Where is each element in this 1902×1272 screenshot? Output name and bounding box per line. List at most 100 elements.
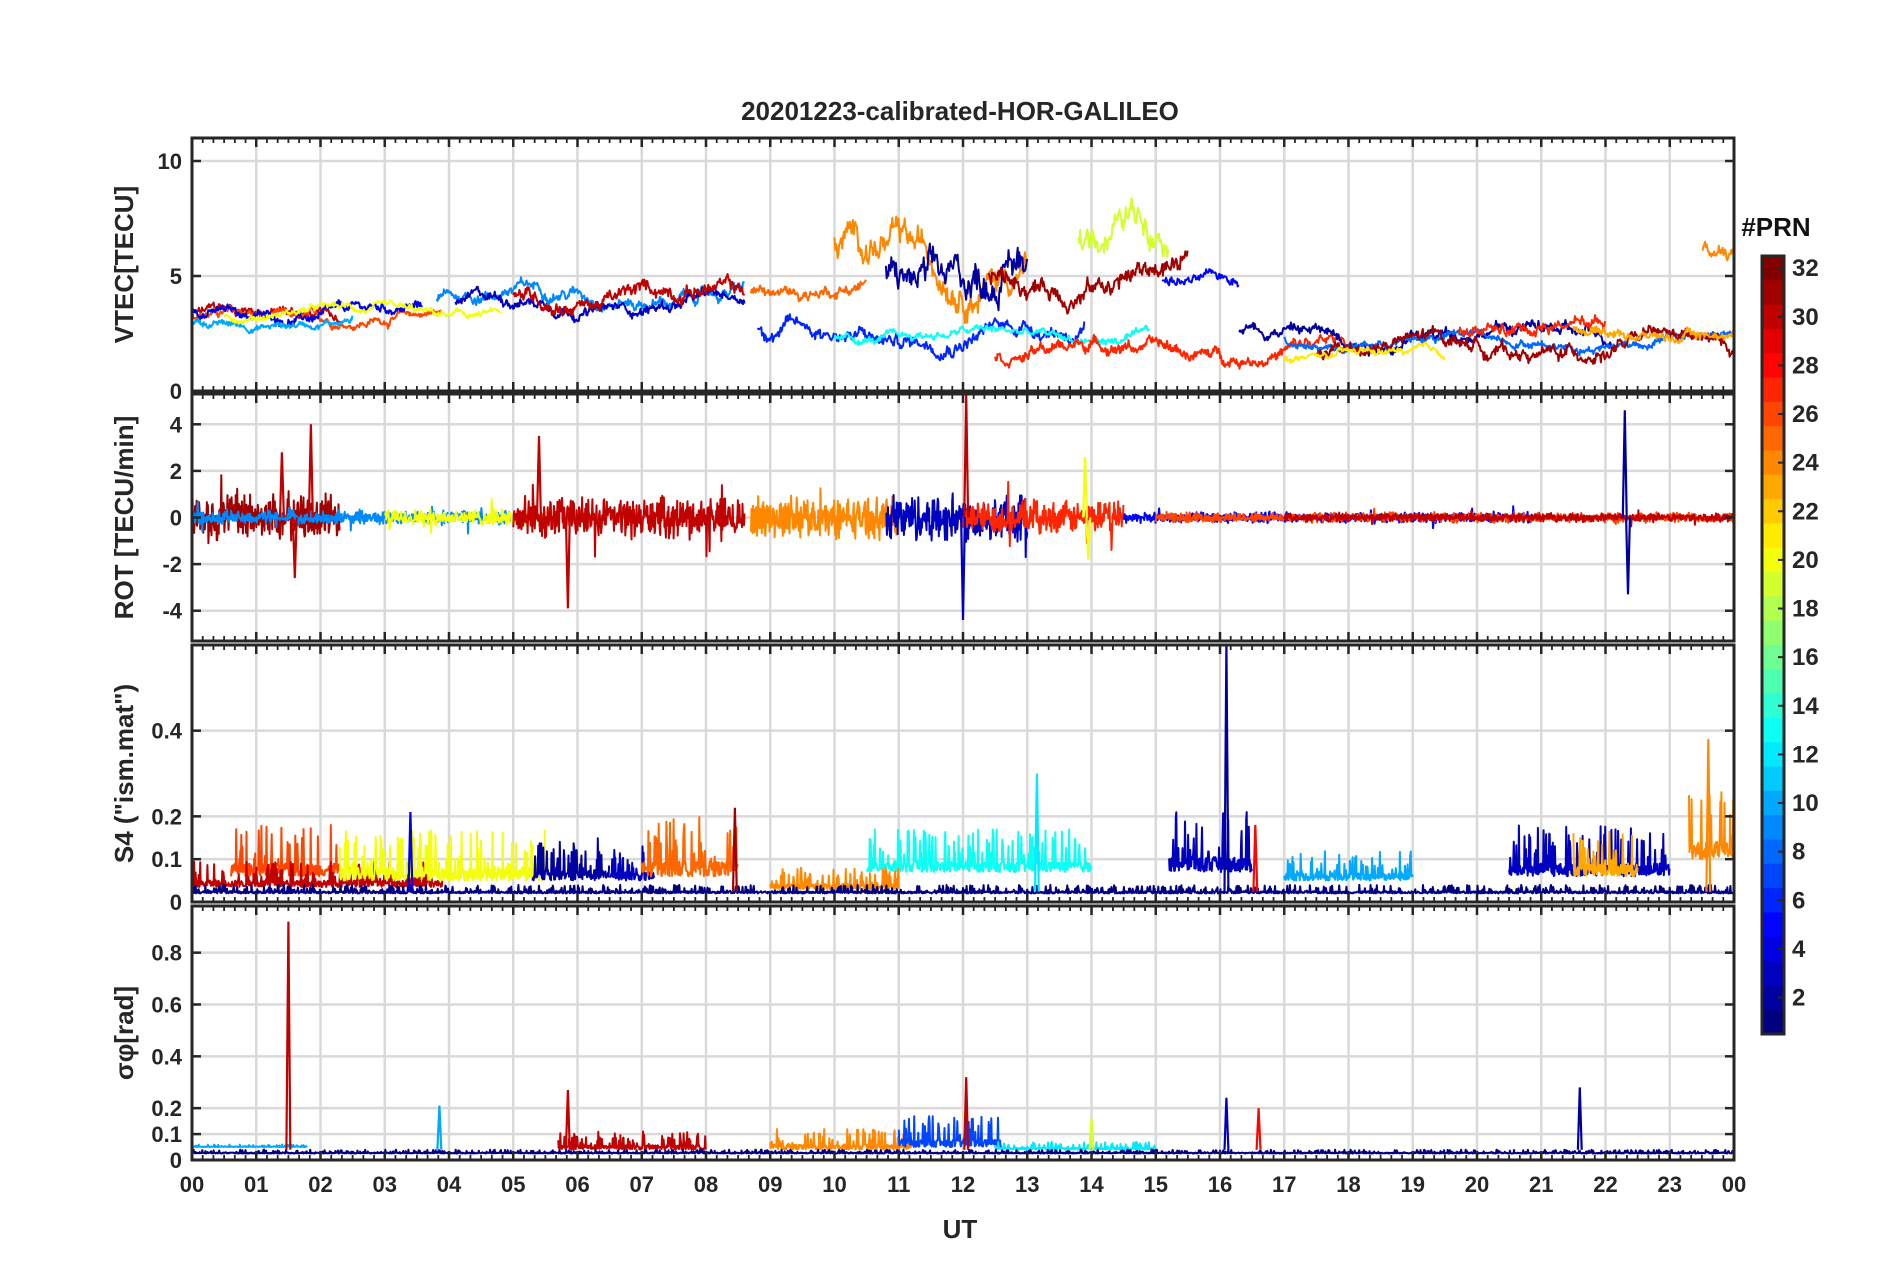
series-vtec [192, 197, 1734, 370]
x-axis-label: UT [943, 1214, 978, 1244]
x-tick-label: 18 [1336, 1172, 1360, 1197]
trace-vtec-prn27-21 [1457, 314, 1606, 338]
x-tick-label: 11 [887, 1172, 910, 1197]
y-tick-label-s4: 0 [170, 890, 182, 915]
ticks-s4 [190, 645, 1736, 904]
colorbar-segment-prn21 [1762, 523, 1784, 549]
y-axis-label-rot: ROT [TECU/min] [109, 416, 139, 620]
trace-vtec-prn2-10 [884, 242, 1028, 312]
colorbar-tick-label: 28 [1792, 352, 1819, 379]
colorbar-tick-label: 2 [1792, 985, 1805, 1012]
y-tick-label-rot: -2 [162, 552, 182, 577]
spike-rot-4 [564, 517, 571, 609]
colorbar-segment-prn27 [1762, 377, 1784, 403]
x-tick-label: 13 [1015, 1172, 1039, 1197]
spike-sigphi-5 [1255, 1108, 1262, 1150]
colorbar-segment-prn12 [1762, 742, 1784, 768]
colorbar-segment-prn7 [1762, 863, 1784, 889]
colorbar-segment-prn18 [1762, 596, 1784, 622]
spike-rot-8 [1085, 517, 1092, 560]
trace-rot-prn31-0 [192, 474, 341, 545]
panel-sigphi: 00.10.2 0.4 0.6 0.8 σφ[rad] 00 01 02 03 04 05 06 07 0… [109, 904, 1746, 1197]
trace-vtec-prn2-17 [1238, 319, 1613, 357]
x-tick-label: 23 [1658, 1172, 1682, 1197]
x-tick-label: 15 [1144, 1172, 1168, 1197]
x-tick-label: 03 [373, 1172, 397, 1197]
y-tick-label-s4: 0.2 [151, 804, 182, 829]
x-tick-label: 00 [1722, 1172, 1746, 1197]
trace-vtec-prn24-23 [1701, 240, 1734, 262]
x-tick-label: 14 [1079, 1172, 1104, 1197]
spike-sigphi-6 [1576, 1087, 1583, 1150]
y-tick-label-vtec: 5 [170, 264, 182, 289]
trace-s4-prn25-5 [640, 816, 739, 878]
colorbar-tick-label: 4 [1792, 936, 1806, 963]
colorbar-segment-prn6 [1762, 888, 1784, 914]
colorbar-segment-prn10 [1762, 790, 1784, 816]
y-tick-label-vtec: 10 [158, 149, 182, 174]
colorbar-segment-prn3 [1762, 961, 1784, 986]
colorbar-segment-prn13 [1762, 717, 1784, 743]
x-tick-label: 00 [180, 1172, 204, 1197]
colorbar-tick-label: 32 [1792, 255, 1819, 282]
panel-s4: 0 0.1 0.2 0.4 S4 ("ism.mat") [109, 643, 1736, 915]
colorbar-segment-prn4 [1762, 936, 1784, 962]
spike-s4-3 [407, 811, 414, 892]
x-tick-label: 05 [501, 1172, 525, 1197]
trace-vtec-prn25-8 [750, 279, 867, 303]
trace-vtec-prn31-13 [987, 250, 1189, 315]
trace-rot-prn3-5 [885, 492, 1029, 559]
ticks-sigphi [190, 906, 1736, 1162]
colorbar-frame [1760, 254, 1786, 1036]
y-tick-label-sigphi: 0.1 [151, 1122, 182, 1147]
x-tick-label: 01 [244, 1172, 268, 1197]
colorbar-segment-prn23 [1762, 474, 1784, 500]
colorbar-segment-prn1 [1762, 1009, 1784, 1035]
x-tick-label: 21 [1529, 1172, 1553, 1197]
trace-rot-prn24-4 [750, 487, 900, 542]
trace-sigphi-prn10-0 [192, 1143, 308, 1148]
y-tick-label-s4: 0.1 [151, 847, 182, 872]
y-tick-label-sigphi: 0.4 [151, 1044, 182, 1069]
y-axis-label-vtec: VTEC[TECU] [109, 186, 139, 343]
spike-rot-6 [960, 517, 966, 621]
panel-vtec: 0 5 10 VTEC[TECU] [109, 136, 1736, 404]
colorbar-tick-label: 8 [1792, 839, 1805, 866]
ticks-vtec [190, 138, 1736, 393]
x-tick-label: 07 [630, 1172, 654, 1197]
colorbar-tick-label: 24 [1792, 450, 1819, 477]
colorbar-segment-prn11 [1762, 766, 1784, 792]
colorbar-segment-prn20 [1762, 547, 1784, 573]
colorbar-segment-prn2 [1762, 985, 1784, 1011]
spike-rot-3 [535, 435, 542, 518]
colorbar-segment-prn19 [1762, 572, 1784, 597]
colorbar-segment-prn31 [1762, 280, 1784, 306]
ticks-rot [190, 394, 1736, 641]
colorbar-tick-label: 6 [1792, 887, 1805, 914]
trace-s4-prn13-6 [865, 828, 1093, 873]
trace-vtec-prn30-7 [512, 273, 746, 317]
colorbar-tick-label: 12 [1792, 741, 1819, 768]
trace-vtec-prn19-14 [1077, 197, 1170, 259]
spike-rot-10 [1625, 517, 1631, 595]
y-tick-label-rot: 2 [170, 459, 182, 484]
colorbar-segment-prn9 [1762, 815, 1784, 841]
grid-sigphi [190, 906, 1736, 1162]
y-tick-label-sigphi: 0.8 [151, 941, 182, 966]
trace-rot-prn30-9 [1283, 509, 1734, 528]
colorbar-segment-prn30 [1762, 304, 1784, 330]
x-tick-label: 16 [1208, 1172, 1232, 1197]
trace-s4-prn3-10 [1508, 824, 1671, 878]
x-tick-label: 12 [951, 1172, 975, 1197]
colorbar-segment-prn25 [1762, 426, 1784, 452]
y-tick-label-s4: 0.4 [151, 719, 182, 744]
grid-vtec [190, 138, 1736, 393]
colorbar-tick-label: 22 [1792, 498, 1819, 525]
y-tick-label-vtec: 0 [170, 379, 182, 404]
colorbar-segment-prn17 [1762, 620, 1784, 646]
spike-sigphi-7 [1088, 1118, 1095, 1150]
trace-sigphi-prn7-3 [897, 1115, 1003, 1148]
spike-s4-0 [1223, 645, 1230, 892]
